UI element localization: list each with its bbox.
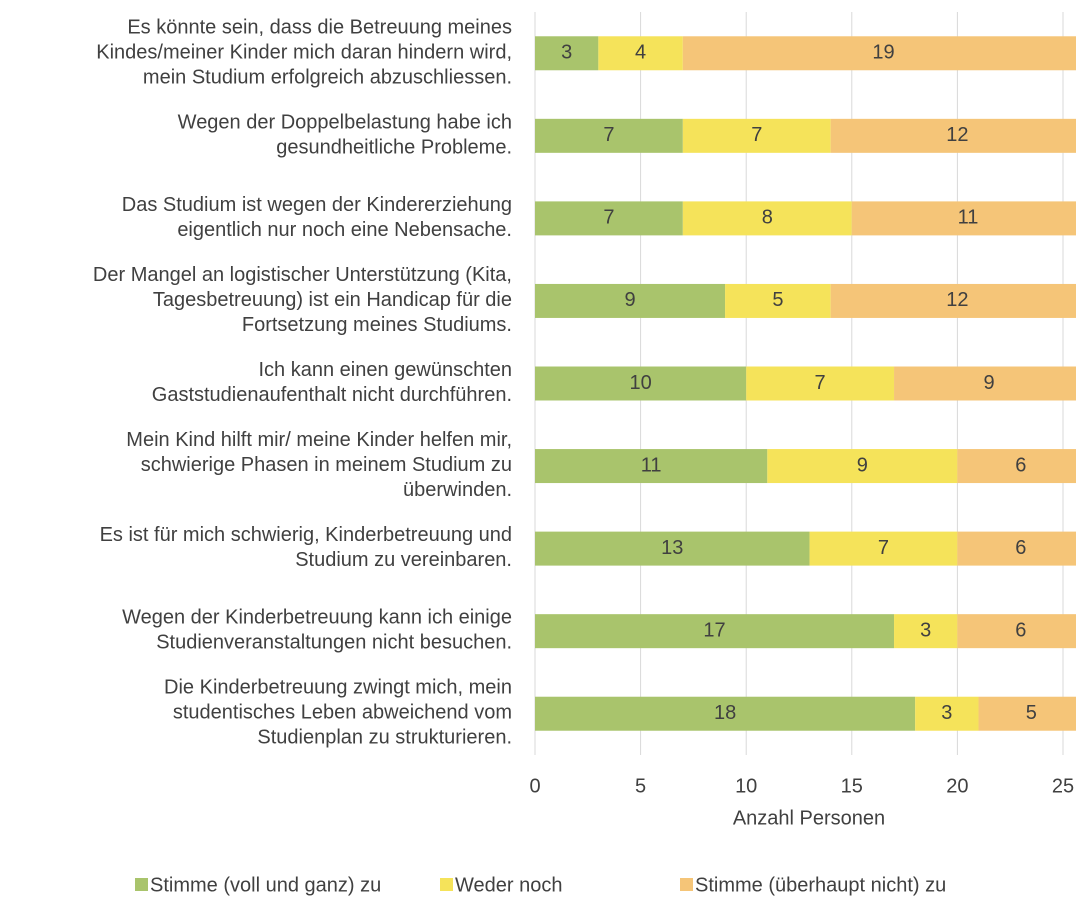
bar-segment <box>725 283 831 318</box>
category-label: Es könnte sein, dass die Betreuung meine… <box>96 17 512 89</box>
data-label: 12 <box>946 124 968 146</box>
x-tick-label: 0 <box>529 775 540 797</box>
data-label: 6 <box>1015 537 1026 559</box>
category-label: Das Studium ist wegen der Kindererziehun… <box>122 194 512 241</box>
bar-segment <box>957 614 1076 649</box>
data-label: 7 <box>815 372 826 394</box>
category-label: Mein Kind hilft mir/ meine Kinder helfen… <box>126 429 512 501</box>
bar-segment <box>957 449 1076 484</box>
category-label: Es ist für mich schwierig, Kinderbetreuu… <box>100 524 512 571</box>
x-tick-label: 25 <box>1052 775 1074 797</box>
data-label: 9 <box>984 372 995 394</box>
data-label: 7 <box>603 207 614 229</box>
bar-segment <box>535 531 810 566</box>
data-label: 7 <box>603 124 614 146</box>
data-label: 13 <box>661 537 683 559</box>
bar-segment <box>957 531 1076 566</box>
x-tick-label: 15 <box>841 775 863 797</box>
data-label: 11 <box>641 454 662 476</box>
bar-segment <box>894 614 958 649</box>
x-tick-label: 10 <box>735 775 757 797</box>
data-label: 8 <box>762 207 773 229</box>
bar-segment <box>894 366 1076 401</box>
data-label: 7 <box>751 124 762 146</box>
bar-segment <box>535 283 726 318</box>
data-label: 3 <box>920 619 931 641</box>
data-label: 3 <box>941 702 952 724</box>
data-label: 9 <box>857 454 868 476</box>
category-label: Die Kinderbetreuung zwingt mich, mein stu… <box>164 677 512 749</box>
legend-label: Stimme (voll und ganz) zu <box>150 874 381 896</box>
bar-segment <box>598 36 683 71</box>
data-label: 5 <box>772 289 783 311</box>
legend-swatch <box>135 878 148 891</box>
category-label: Wegen der Kinderbetreuung kann ich einig… <box>122 607 512 654</box>
data-label: 10 <box>629 372 651 394</box>
bar-segment <box>978 696 1076 731</box>
data-label: 17 <box>703 619 725 641</box>
bar-segment <box>535 614 895 649</box>
bar-segment <box>830 283 1076 318</box>
bar-segment <box>682 201 852 236</box>
bar-segment <box>682 118 831 153</box>
data-label: 18 <box>714 702 736 724</box>
bar-segment <box>809 531 958 566</box>
data-label: 5 <box>1026 702 1037 724</box>
bar-segment <box>535 118 683 153</box>
bar-segment <box>746 366 895 401</box>
bar-segment <box>535 36 599 71</box>
data-label: 19 <box>872 42 894 64</box>
bar-segment <box>915 696 979 731</box>
data-label: 7 <box>878 537 889 559</box>
legend-label: Weder noch <box>455 874 562 896</box>
bar-segment <box>830 118 1076 153</box>
category-label: Der Mangel an logistischer Unterstützung… <box>93 264 512 336</box>
bar-segment <box>535 201 683 236</box>
data-label: 12 <box>946 289 968 311</box>
data-label: 6 <box>1015 454 1026 476</box>
bar-segment <box>682 36 1076 71</box>
data-label: 6 <box>1015 619 1026 641</box>
category-label: Wegen der Doppelbelastung habe ich gesund… <box>178 112 512 159</box>
category-label: Ich kann einen gewünschten Gaststudienauf… <box>152 359 512 406</box>
x-tick-label: 5 <box>635 775 646 797</box>
data-label: 3 <box>561 42 572 64</box>
legend-swatch <box>440 878 453 891</box>
bar-segment <box>535 696 916 731</box>
bar-segment <box>851 201 1076 236</box>
bar-segment <box>767 449 958 484</box>
bar-segment <box>535 366 747 401</box>
data-label: 9 <box>624 289 635 311</box>
data-label: 4 <box>635 42 646 64</box>
x-tick-label: 20 <box>946 775 968 797</box>
legend-label: Stimme (überhaupt nicht) zu <box>695 874 946 896</box>
bar-segment <box>535 449 768 484</box>
data-label: 11 <box>958 207 979 229</box>
x-axis-title: Anzahl Personen <box>733 807 885 829</box>
legend-swatch <box>680 878 693 891</box>
